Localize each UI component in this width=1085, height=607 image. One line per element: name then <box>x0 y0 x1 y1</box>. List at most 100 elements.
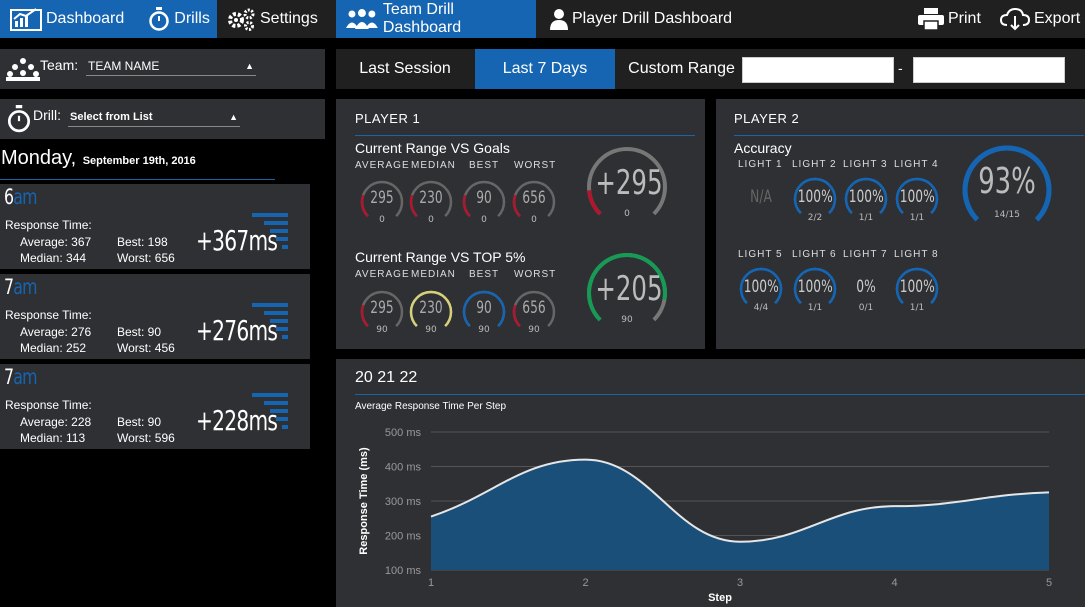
nav-dashboard-label: Dashboard <box>46 10 125 27</box>
gauge-value: 90 <box>476 188 492 208</box>
session-hour: 7 <box>4 365 14 389</box>
x-tick-label: 4 <box>891 577 897 589</box>
gauge-sub: 1/1 <box>909 213 925 223</box>
light-gauge: 100% 2/2 <box>791 175 839 223</box>
range-start-input[interactable] <box>742 57 894 83</box>
gauge-value: 90 <box>476 298 492 318</box>
gauge-value: +295 <box>595 163 663 203</box>
gauge-sub: 0 <box>531 215 537 225</box>
nav-dashboard[interactable]: Dashboard <box>0 7 124 31</box>
stat-header: MEDIAN <box>411 269 456 280</box>
session-median: Median: 113 <box>20 431 86 445</box>
light-label: LIGHT 3 <box>843 159 888 170</box>
gauge-ring <box>462 180 506 218</box>
x-tick-label: 3 <box>737 577 743 589</box>
gauge-ring <box>739 267 783 305</box>
area-fill <box>431 459 1049 570</box>
y-tick-label: 200 ms <box>385 531 422 543</box>
x-tick-label: 2 <box>582 577 588 589</box>
stat-gauge: 230 0 <box>406 177 456 227</box>
gauge-ring <box>409 290 453 328</box>
overall-accuracy-gauge: 93% 14/15 <box>960 143 1054 237</box>
x-tick-label: 1 <box>428 577 434 589</box>
gauge-sub: 1/1 <box>807 303 823 313</box>
gauge-sub: 90 <box>376 325 388 335</box>
gears-icon <box>228 8 255 31</box>
drill-filter: Drill: Select from List ▲ <box>0 99 325 139</box>
session-card[interactable]: 7am Response Time: Average: 276 Median: … <box>0 274 310 359</box>
session-time: 7am <box>4 365 38 389</box>
light-gauge: 100% 4/4 <box>737 265 785 313</box>
gauge-sub: 0 <box>624 209 630 219</box>
response-time-chart: 100 ms 200 ms 300 ms 400 ms 500 ms 1 2 3 4 5 Step R… <box>358 427 1052 604</box>
light-gauge: 100% 1/1 <box>791 265 839 313</box>
gauge-fill <box>793 267 837 305</box>
y-tick-label: 500 ms <box>385 427 422 439</box>
gauge-value: 93% <box>978 161 1036 202</box>
gauge-ring <box>587 253 667 322</box>
gauge-fill <box>793 177 837 215</box>
gauge-ring <box>587 147 667 216</box>
chart-panel: 20 21 22 Average Response Time Per Step … <box>336 359 1085 607</box>
accuracy-title: Accuracy <box>734 140 792 156</box>
range-gauge: +205 90 <box>583 249 671 337</box>
gauge-fill <box>409 194 418 218</box>
tab-team-drill-dashboard[interactable]: Team Drill Dashboard <box>336 0 536 38</box>
tab-last-session-label: Last Session <box>359 60 451 77</box>
stat-header: WORST <box>514 160 557 171</box>
session-ampm: am <box>13 275 37 299</box>
gauge-fill <box>409 290 453 328</box>
light-gauge: 0% 0/1 <box>842 265 890 313</box>
gauge-value: 100% <box>899 187 935 207</box>
gauge-value: 295 <box>370 298 394 318</box>
gauge-sub: 2/2 <box>807 213 823 223</box>
range-end-input[interactable] <box>913 57 1065 83</box>
light-gauge: 100% 1/1 <box>842 175 890 223</box>
drill-select-value: Select from List <box>70 110 153 123</box>
gauge-sub: 90 <box>621 315 633 325</box>
response-time-label: Response Time: <box>5 218 92 232</box>
gauge-ring <box>962 145 1052 222</box>
nav-settings-label: Settings <box>260 10 318 27</box>
tab-last-session[interactable]: Last Session <box>336 49 474 89</box>
chart-panel-title: 20 21 22 <box>355 369 418 386</box>
cloud-download-icon <box>1000 7 1030 31</box>
gauge-fill <box>462 194 471 218</box>
session-card[interactable]: 6am Response Time: Average: 367 Median: … <box>0 184 310 269</box>
team-select[interactable]: TEAM NAME ▲ <box>86 56 256 76</box>
drill-select[interactable]: Select from List ▲ <box>68 107 240 127</box>
session-card[interactable]: 7am Response Time: Average: 228 Median: … <box>0 364 310 449</box>
session-best: Best: 90 <box>117 325 162 339</box>
stat-gauge: 90 0 <box>459 177 509 227</box>
session-average: Average: 367 <box>20 235 92 249</box>
gauge-fill <box>587 253 667 322</box>
tab-player-drill-dashboard[interactable]: Player Drill Dashboard <box>550 0 740 38</box>
tab-last-7-days[interactable]: Last 7 Days <box>475 49 615 89</box>
signal-bars-icon <box>252 213 288 249</box>
tab-custom-range-label: Custom Range <box>628 60 735 77</box>
range-dash: - <box>898 60 903 76</box>
gauge-value: 230 <box>419 298 443 318</box>
tab-custom-range[interactable]: Custom Range <box>624 49 739 89</box>
print-button[interactable]: Print <box>918 0 988 38</box>
session-hour: 6 <box>4 185 14 209</box>
gauge-fill <box>962 145 1052 222</box>
nav-settings[interactable]: Settings <box>226 0 326 38</box>
gauge-value: +205 <box>595 269 663 309</box>
gauge-sub: 1/1 <box>909 303 925 313</box>
gauge-ring <box>895 177 939 215</box>
export-button[interactable]: Export <box>1000 0 1085 38</box>
response-time-label: Response Time: <box>5 398 92 412</box>
nav-drills[interactable]: Drills <box>124 7 210 31</box>
session-worst: Worst: 456 <box>117 341 175 355</box>
light-label: LIGHT 5 <box>738 249 783 260</box>
team-select-value: TEAM NAME <box>88 58 160 73</box>
date-day: Monday, <box>1 147 77 169</box>
team-icon <box>345 9 378 29</box>
goals-title: Current Range VS Goals <box>355 140 510 156</box>
tab-player-drill-label: Player Drill Dashboard <box>572 10 733 27</box>
range-gauge: +295 0 <box>583 143 671 231</box>
gauge-value: 656 <box>522 188 546 208</box>
gauge-fill <box>895 267 939 305</box>
gauge-ring <box>793 177 837 215</box>
